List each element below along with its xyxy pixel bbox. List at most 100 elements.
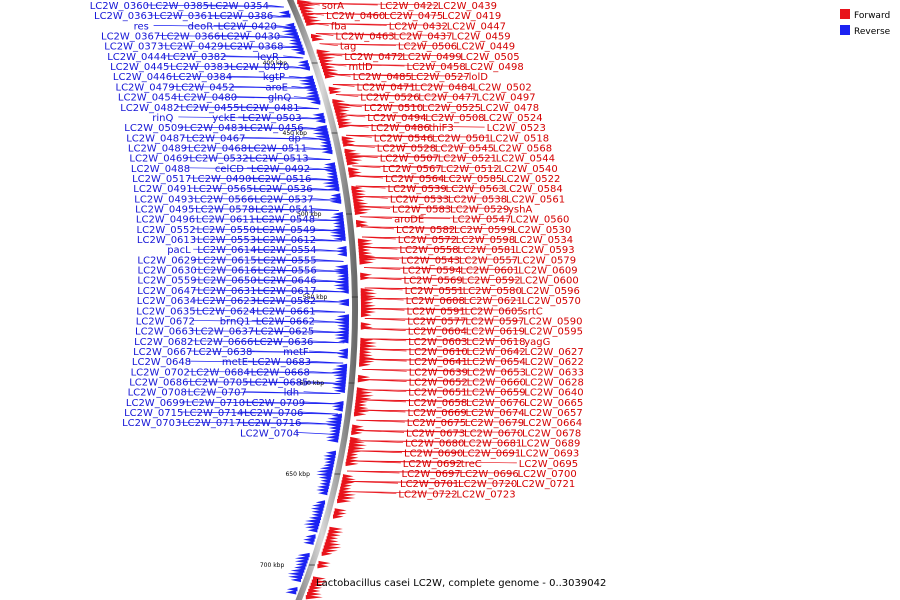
forward-feature-label[interactable]: LC2W_0449 [456, 42, 515, 53]
forward-feature-label[interactable]: LC2W_0572 [398, 235, 457, 246]
reverse-feature-label[interactable]: LC2W_0617 [257, 286, 316, 297]
forward-feature-label[interactable]: LC2W_0529 [450, 205, 509, 216]
reverse-feature-label[interactable]: LC2W_0480 [178, 93, 237, 104]
forward-feature-label[interactable]: LC2W_0547 [452, 215, 511, 226]
forward-feature-label[interactable]: LC2W_0594 [402, 266, 461, 277]
forward-feature-label[interactable]: LC2W_0627 [525, 347, 584, 358]
forward-feature-label[interactable]: LC2W_0600 [520, 276, 579, 287]
reverse-feature-label[interactable]: LC2W_0661 [256, 306, 315, 317]
forward-feature-label[interactable]: LC2W_0604 [408, 327, 467, 338]
reverse-feature-label[interactable]: LC2W_0703 [122, 418, 181, 429]
forward-feature-label[interactable]: LC2W_0543 [401, 255, 460, 266]
forward-feature-label[interactable]: srtC [523, 306, 543, 317]
reverse-feature-label[interactable]: LC2W_0549 [257, 225, 316, 236]
reverse-feature-label[interactable]: LC2W_0668 [251, 367, 310, 378]
reverse-feature-label[interactable]: LC2W_0667 [133, 347, 192, 358]
forward-feature-label[interactable]: mtlD [349, 62, 373, 73]
reverse-feature-label[interactable]: LC2W_0706 [244, 408, 303, 419]
forward-feature-label[interactable]: LC2W_0721 [516, 479, 575, 490]
reverse-feature-label[interactable]: celCD [215, 164, 244, 175]
forward-feature-label[interactable]: lolD [469, 72, 489, 83]
reverse-feature-label[interactable]: LC2W_0614 [197, 245, 256, 256]
forward-feature-label[interactable]: LC2W_0568 [493, 144, 552, 155]
reverse-feature-label[interactable]: LC2W_0705 [189, 378, 248, 389]
forward-feature-label[interactable]: LC2W_0524 [483, 113, 542, 124]
forward-feature-label[interactable]: LC2W_0596 [521, 286, 580, 297]
reverse-feature-label[interactable]: LC2W_0629 [137, 255, 196, 266]
forward-feature-label[interactable]: LC2W_0580 [463, 286, 522, 297]
forward-feature-label[interactable]: LC2W_0507 [380, 154, 439, 165]
reverse-feature-label[interactable]: LC2W_0624 [196, 306, 255, 317]
reverse-feature-label[interactable]: LC2W_0650 [197, 276, 256, 287]
reverse-feature-label[interactable]: LC2W_0613 [137, 235, 196, 246]
forward-feature-label[interactable]: LC2W_0530 [512, 225, 571, 236]
forward-feature-label[interactable]: LC2W_0621 [464, 296, 523, 307]
forward-feature-label[interactable]: LC2W_0690 [404, 449, 463, 460]
forward-feature-label[interactable]: LC2W_0538 [448, 194, 507, 205]
forward-feature-label[interactable]: LC2W_0460 [326, 11, 385, 22]
forward-feature-label[interactable]: LC2W_0674 [466, 408, 525, 419]
forward-feature-label[interactable]: LC2W_0609 [518, 266, 577, 277]
forward-feature-label[interactable]: LC2W_0525 [422, 103, 481, 114]
forward-feature-label[interactable]: LC2W_0681 [463, 439, 522, 450]
forward-feature-label[interactable]: LC2W_0471 [357, 82, 416, 93]
reverse-feature-label[interactable]: LC2W_0555 [257, 255, 316, 266]
forward-feature-label[interactable]: LC2W_0640 [524, 388, 583, 399]
reverse-feature-label[interactable]: LC2W_0552 [137, 225, 196, 236]
forward-feature-label[interactable]: LC2W_0439 [438, 1, 497, 12]
reverse-feature-label[interactable]: LC2W_0611 [196, 215, 255, 226]
reverse-feature-label[interactable]: LC2W_0487 [126, 133, 185, 144]
forward-feature-label[interactable]: LC2W_0679 [465, 418, 524, 429]
forward-feature-label[interactable]: LC2W_0676 [466, 398, 525, 409]
forward-feature-label[interactable]: LC2W_0692 [403, 459, 462, 470]
forward-feature-label[interactable]: tag [340, 42, 356, 53]
forward-feature-label[interactable]: LC2W_0505 [460, 52, 519, 63]
reverse-feature-label[interactable]: LC2W_0479 [116, 82, 175, 93]
forward-feature-label[interactable]: LC2W_0502 [473, 82, 532, 93]
forward-feature-label[interactable]: LC2W_0601 [460, 266, 519, 277]
reverse-feature-label[interactable]: LC2W_0489 [128, 144, 187, 155]
reverse-feature-label[interactable]: LC2W_0566 [194, 194, 253, 205]
forward-feature-label[interactable]: LC2W_0622 [525, 357, 584, 368]
forward-feature-label[interactable]: LC2W_0498 [465, 62, 524, 73]
reverse-feature-label[interactable]: LC2W_0491 [133, 184, 192, 195]
reverse-feature-label[interactable]: levR [257, 52, 279, 63]
reverse-feature-label[interactable]: LC2W_0634 [137, 296, 196, 307]
forward-feature-label[interactable]: LC2W_0459 [451, 32, 510, 43]
forward-feature-label[interactable]: LC2W_0618 [466, 337, 525, 348]
reverse-feature-label[interactable]: LC2W_0444 [107, 52, 166, 63]
forward-feature-label[interactable]: LC2W_0680 [405, 439, 464, 450]
forward-feature-label[interactable]: LC2W_0605 [465, 306, 524, 317]
forward-feature-label[interactable]: LC2W_0593 [515, 245, 574, 256]
forward-feature-label[interactable]: LC2W_0633 [525, 367, 584, 378]
forward-feature-label[interactable]: LC2W_0472 [344, 52, 403, 63]
forward-feature-label[interactable]: LC2W_0458 [407, 62, 466, 73]
reverse-feature-label[interactable]: LC2W_0717 [182, 418, 241, 429]
forward-feature-label[interactable]: LC2W_0510 [364, 103, 423, 114]
forward-feature-label[interactable]: LC2W_0584 [504, 184, 563, 195]
forward-feature-label[interactable]: LC2W_0652 [409, 378, 468, 389]
reverse-feature-label[interactable]: LC2W_0482 [120, 103, 179, 114]
forward-feature-label[interactable]: LC2W_0485 [353, 72, 412, 83]
reverse-feature-label[interactable]: LC2W_0647 [137, 286, 196, 297]
reverse-feature-label[interactable]: LC2W_0550 [197, 225, 256, 236]
reverse-feature-label[interactable]: LC2W_0495 [135, 205, 194, 216]
reverse-feature-label[interactable]: LC2W_0616 [198, 266, 257, 277]
reverse-feature-label[interactable]: LC2W_0541 [255, 205, 314, 216]
forward-feature-label[interactable]: LC2W_0628 [525, 378, 584, 389]
forward-feature-label[interactable]: LC2W_0494 [367, 113, 426, 124]
reverse-feature-label[interactable]: LC2W_0715 [124, 408, 183, 419]
forward-feature-label[interactable]: LC2W_0499 [402, 52, 461, 63]
forward-feature-label[interactable]: LC2W_0579 [517, 255, 576, 266]
forward-feature-label[interactable]: sorA [322, 1, 344, 12]
forward-feature-label[interactable]: LC2W_0518 [490, 133, 549, 144]
forward-feature-label[interactable]: LC2W_0497 [476, 93, 535, 104]
reverse-feature-label[interactable]: kgtP [263, 72, 285, 83]
forward-feature-label[interactable]: LC2W_0664 [523, 418, 582, 429]
reverse-feature-label[interactable]: LC2W_0354 [210, 1, 269, 12]
reverse-feature-label[interactable]: LC2W_0516 [252, 174, 311, 185]
reverse-feature-label[interactable]: LC2W_0429 [164, 42, 223, 53]
reverse-feature-label[interactable]: LC2W_0363 [94, 11, 153, 22]
forward-feature-label[interactable]: LC2W_0691 [462, 449, 521, 460]
forward-feature-label[interactable]: LC2W_0545 [435, 144, 494, 155]
